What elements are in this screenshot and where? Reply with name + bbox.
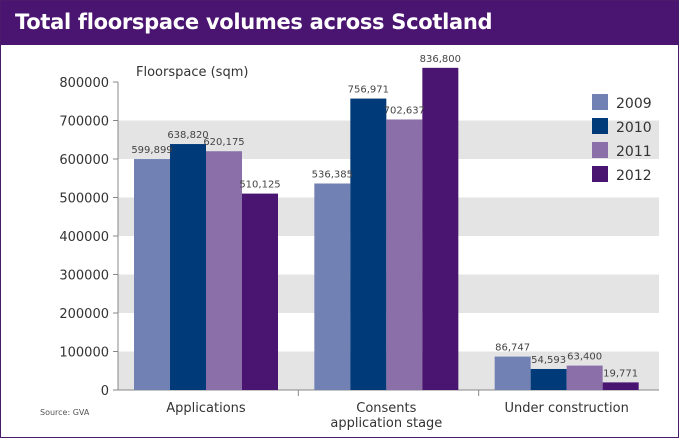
- bar-2011: [386, 119, 423, 391]
- bar-2010: [170, 144, 206, 390]
- chart-title: Total floorspace volumes across Scotland: [15, 10, 493, 34]
- bars: [134, 67, 639, 391]
- data-label: 54,593: [531, 355, 566, 366]
- bar-2009: [134, 159, 170, 390]
- data-label: 536,385: [312, 169, 353, 180]
- x-category-label: Consents: [356, 401, 416, 416]
- bar-2009: [494, 356, 531, 390]
- bar-2009: [314, 183, 351, 390]
- x-category-label: application stage: [330, 416, 442, 431]
- legend-label: 2009: [616, 96, 652, 112]
- y-tick-label: 700000: [59, 115, 109, 130]
- bar-2012: [242, 193, 278, 390]
- data-label: 836,800: [420, 54, 461, 65]
- bar-2012: [422, 67, 459, 390]
- bar-2012: [602, 382, 639, 390]
- y-tick-label: 400000: [59, 230, 109, 245]
- bar-2010: [350, 98, 387, 390]
- grid-band: [118, 82, 659, 121]
- data-label: 599,899: [131, 145, 172, 156]
- data-label: 638,820: [167, 130, 208, 141]
- legend-label: 2012: [616, 168, 652, 184]
- y-axis-label: Floorspace (sqm): [136, 65, 248, 80]
- legend-swatch-2011: [592, 142, 608, 158]
- bar-2011: [566, 365, 603, 390]
- source-note: Source: GVA: [40, 408, 90, 417]
- data-label: 19,771: [603, 368, 638, 379]
- y-tick-label: 100000: [59, 346, 109, 361]
- y-tick-label: 200000: [59, 307, 109, 322]
- legend: 2009 2010 2011 2012: [592, 94, 652, 184]
- data-label: 86,747: [495, 343, 530, 354]
- y-tick-label: 800000: [59, 76, 109, 91]
- data-label: 63,400: [567, 352, 602, 363]
- y-tick-label: 600000: [59, 153, 109, 168]
- data-label: 510,125: [239, 180, 280, 191]
- x-category-label: Applications: [166, 401, 246, 416]
- legend-swatch-2012: [592, 166, 608, 182]
- data-label: 620,175: [203, 137, 244, 148]
- legend-swatch-2009: [592, 94, 608, 110]
- y-tick-label: 0: [101, 384, 109, 399]
- legend-label: 2010: [616, 120, 652, 136]
- header-bar: Total floorspace volumes across Scotland: [1, 1, 678, 45]
- x-category-label: Under construction: [505, 401, 629, 416]
- bar-2011: [206, 151, 242, 390]
- y-tick-label: 300000: [59, 269, 109, 284]
- data-label: 756,971: [348, 85, 389, 96]
- data-label: 702,637: [384, 105, 425, 116]
- y-tick-label: 500000: [59, 192, 109, 207]
- bar-2010: [530, 368, 567, 390]
- legend-label: 2011: [616, 144, 652, 160]
- legend-swatch-2010: [592, 118, 608, 134]
